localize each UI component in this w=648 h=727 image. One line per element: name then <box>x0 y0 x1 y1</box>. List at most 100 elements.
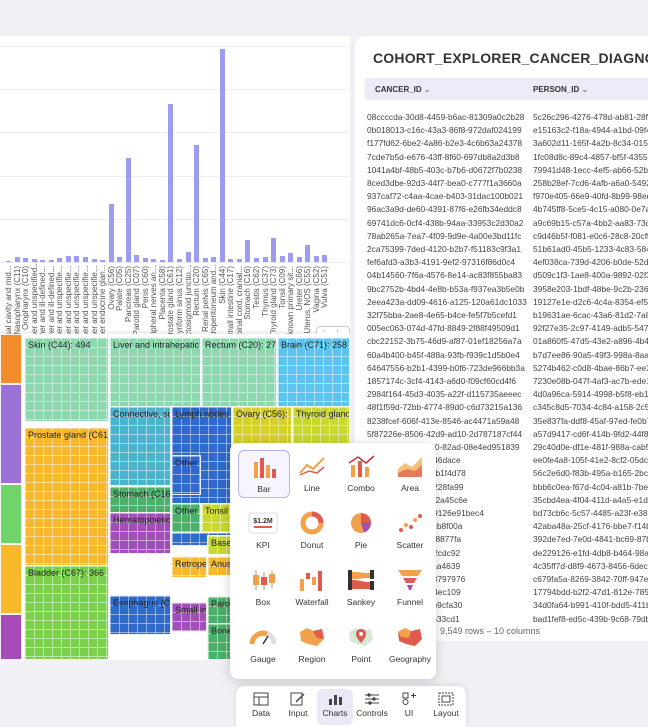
treemap-cell[interactable]: Brain (C71): 258 <box>277 337 350 422</box>
treemap-cell[interactable]: Other and un <box>171 455 201 495</box>
toolbar-ui-button[interactable]: UI <box>391 689 427 725</box>
column-header-cancer-id[interactable]: CANCER_ID ⌄ <box>375 85 431 94</box>
bar[interactable] <box>100 259 106 262</box>
treemap-cell[interactable] <box>0 614 22 660</box>
bar[interactable] <box>74 256 80 262</box>
bar[interactable] <box>151 259 157 262</box>
treemap-cell[interactable]: Small intest <box>171 602 207 632</box>
bar[interactable] <box>6 260 11 262</box>
toolbar-controls-button[interactable]: Controls <box>354 689 390 725</box>
bar[interactable] <box>253 257 259 262</box>
treemap-cell[interactable]: Esophagus (C15 <box>109 595 171 635</box>
bar[interactable] <box>219 48 225 262</box>
bar[interactable] <box>65 255 71 262</box>
bar[interactable] <box>236 258 242 262</box>
bar[interactable] <box>125 158 131 262</box>
chart-type-scatter[interactable]: Scatter <box>385 507 435 553</box>
chart-type-gauge[interactable]: Gauge <box>238 621 288 667</box>
treemap-cell[interactable]: Other and <box>171 503 201 533</box>
bar[interactable] <box>202 258 208 262</box>
toolbar-label: Controls <box>356 708 388 718</box>
chart-type-bar[interactable]: Bar <box>238 450 290 498</box>
treemap-cell[interactable]: Skin (C44): 494 <box>24 337 109 422</box>
bar[interactable] <box>322 255 328 262</box>
chart-type-point[interactable]: Point <box>336 621 386 667</box>
chart-type-donut[interactable]: Donut <box>287 507 337 553</box>
bar[interactable] <box>159 259 165 262</box>
bar[interactable] <box>177 258 182 262</box>
chart-type-region[interactable]: Region <box>287 621 337 667</box>
chart-type-combo[interactable]: Combo <box>336 450 386 496</box>
chart-type-geography[interactable]: Geography <box>385 621 435 667</box>
toolbar-label: Charts <box>322 708 348 718</box>
bar[interactable] <box>288 253 294 262</box>
bar[interactable] <box>40 259 46 262</box>
toolbar-input-button[interactable]: Input <box>280 689 316 725</box>
treemap-cell[interactable]: Hematopoietic a <box>109 512 171 554</box>
table-cell: 7230e08b-047f-4af3-ac7b-ede1 <box>533 376 648 386</box>
treemap-cell[interactable]: Bones <box>207 623 231 660</box>
treemap-cell[interactable] <box>0 384 22 484</box>
toolbar-label: UI <box>404 708 414 718</box>
bar[interactable] <box>262 256 268 262</box>
chevron-down-icon[interactable]: ⌄ <box>423 85 431 94</box>
bar[interactable] <box>228 258 234 262</box>
bar[interactable] <box>91 259 97 262</box>
treemap-cell[interactable]: Anus <box>207 556 231 576</box>
gridline <box>0 262 350 263</box>
bar[interactable] <box>194 145 200 262</box>
bar[interactable] <box>23 257 29 262</box>
bar[interactable] <box>185 252 191 262</box>
table-cell: 60a4b400-b45f-488a-93fb-f939c1d5b0e4 <box>367 349 520 360</box>
toolbar-data-button[interactable]: Data <box>243 689 279 725</box>
toolbar-charts-button[interactable]: Charts <box>317 689 353 725</box>
treemap-cell[interactable]: Tonsil <box>201 503 231 533</box>
bar[interactable] <box>134 255 140 262</box>
chart-type-kpi[interactable]: $1.2M KPI <box>238 507 288 553</box>
chart-type-funnel[interactable]: Funnel <box>385 564 435 610</box>
table-cell: 01a860f5-47d5-43e2-a896-4b46 <box>533 336 648 347</box>
toolbar-layout-button[interactable]: Layout <box>428 689 464 725</box>
bar[interactable] <box>82 257 88 262</box>
chart-type-pie[interactable]: Pie <box>336 507 386 553</box>
chevron-down-icon[interactable]: ⌄ <box>581 85 589 94</box>
treemap-cell[interactable]: Connective, subc <box>109 406 171 486</box>
bar[interactable] <box>211 256 217 262</box>
chart-type-line[interactable]: Line <box>287 450 337 496</box>
chart-type-label: Box <box>255 597 271 607</box>
chart-type-waterfall[interactable]: Waterfall <box>287 564 337 610</box>
bar[interactable] <box>57 258 63 262</box>
table-cell: 51b61ad0-45b5-1233-4c83-5844 <box>533 244 648 254</box>
treemap-cell[interactable]: Bladder (C67): 366 <box>24 565 109 660</box>
treemap-cell[interactable]: Rectum (C20): 270 <box>201 337 277 422</box>
chart-type-area[interactable]: Area <box>385 450 435 496</box>
bar[interactable] <box>305 244 311 262</box>
chart-type-sankey[interactable]: Sankey <box>336 564 386 610</box>
treemap-cell[interactable]: Retroper <box>171 556 207 578</box>
bar[interactable] <box>108 203 114 262</box>
bar[interactable] <box>279 255 285 262</box>
bar[interactable] <box>142 257 148 262</box>
treemap-cell[interactable] <box>0 484 22 544</box>
bar[interactable] <box>168 103 174 262</box>
bar[interactable] <box>31 258 37 262</box>
column-header-person-id[interactable]: PERSON_ID ⌄ <box>533 85 589 94</box>
table-cell: 392de7ed-7e0d-4841-bc69-87b8 <box>533 534 648 545</box>
treemap-cell[interactable]: Paroti <box>207 596 231 626</box>
scatter-chart-icon <box>395 510 425 536</box>
bar[interactable] <box>313 255 319 262</box>
treemap-cell-label: Tonsil <box>205 506 229 516</box>
chart-type-box[interactable]: Box <box>238 564 288 610</box>
treemap-cell-label: Rectum (C20): 270 <box>205 340 277 350</box>
table-cell: de229126-e1fd-4db8-b464-98a9 <box>533 547 648 558</box>
bar[interactable] <box>117 256 123 262</box>
bar[interactable] <box>48 260 54 262</box>
treemap-cell[interactable]: Base <box>207 535 231 555</box>
bar[interactable] <box>14 256 20 262</box>
treemap-cell[interactable] <box>0 544 22 614</box>
bar[interactable] <box>271 237 277 262</box>
bar[interactable] <box>245 240 251 262</box>
bar[interactable] <box>296 256 302 262</box>
treemap-cell[interactable] <box>0 334 22 384</box>
table-cell: cbc22152-3b75-46d9-af87-01ef18256a7a <box>367 336 522 347</box>
